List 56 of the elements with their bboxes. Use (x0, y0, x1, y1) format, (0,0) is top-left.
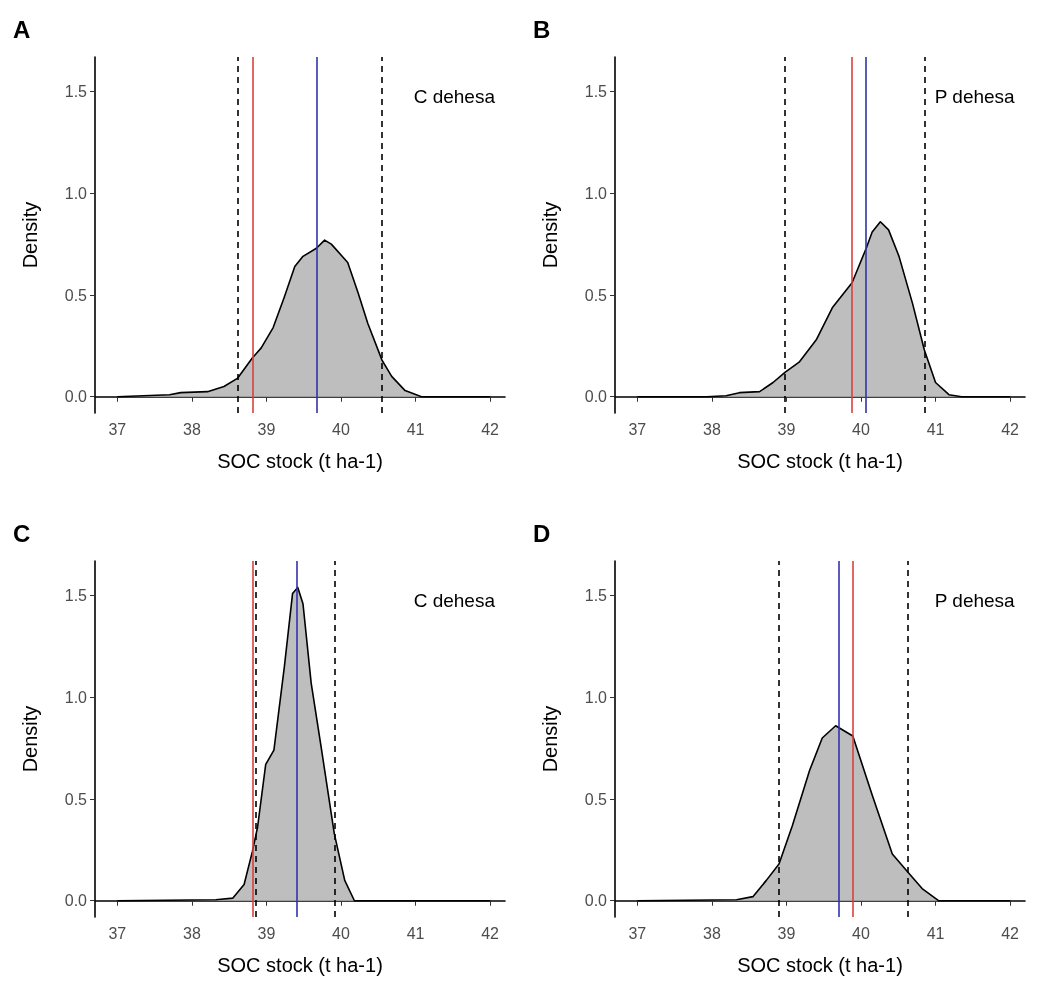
x-tick-label: 40 (332, 420, 350, 438)
x-tick-label: 41 (406, 924, 425, 942)
x-tick-label: 42 (1001, 420, 1020, 438)
y-axis-title: Density (539, 201, 561, 269)
y-tick-label: 0.0 (584, 892, 608, 910)
x-tick-label: 41 (926, 420, 945, 438)
annotation: P dehesa (934, 86, 1016, 107)
chart-title: C (13, 519, 31, 547)
annotation: P dehesa (934, 590, 1016, 611)
y-axis-title: Density (539, 705, 561, 773)
x-tick-label: 40 (852, 420, 870, 438)
y-tick-label: 0.5 (64, 286, 88, 304)
y-tick-label: 1.5 (584, 587, 608, 605)
chart-title: D (533, 519, 551, 547)
y-axis-title: Density (19, 201, 41, 269)
y-tick-label: 1.5 (64, 587, 88, 605)
annotation: C dehesa (413, 590, 496, 611)
y-tick-label: 1.0 (64, 688, 88, 706)
chart-title: A (13, 15, 31, 43)
x-tick-label: 39 (257, 420, 276, 438)
x-tick-label: 42 (481, 924, 500, 942)
x-tick-label: 40 (332, 924, 350, 942)
y-tick-label: 0.5 (584, 790, 608, 808)
x-axis-title: SOC stock (t ha-1) (737, 954, 903, 976)
x-tick-label: 38 (183, 420, 201, 438)
y-tick-label: 0.0 (584, 388, 608, 406)
x-tick-label: 38 (703, 420, 721, 438)
y-tick-label: 1.5 (584, 83, 608, 101)
y-tick-label: 1.0 (584, 184, 608, 202)
x-tick-label: 37 (628, 420, 647, 438)
x-axis-title: SOC stock (t ha-1) (737, 450, 903, 472)
y-axis-title: Density (19, 705, 41, 773)
y-tick-label: 0.5 (584, 286, 608, 304)
y-tick-label: 1.0 (64, 184, 88, 202)
y-tick-label: 0.0 (64, 388, 88, 406)
x-axis-title: SOC stock (t ha-1) (217, 954, 383, 976)
y-tick-label: 1.0 (584, 688, 608, 706)
x-tick-label: 37 (108, 924, 127, 942)
x-tick-label: 37 (628, 924, 647, 942)
y-tick-label: 0.0 (64, 892, 88, 910)
x-tick-label: 41 (926, 924, 945, 942)
x-tick-label: 39 (777, 924, 796, 942)
x-tick-label: 39 (777, 420, 796, 438)
x-tick-label: 38 (183, 924, 201, 942)
y-tick-label: 1.5 (64, 83, 88, 101)
x-tick-label: 39 (257, 924, 276, 942)
x-tick-label: 42 (481, 420, 500, 438)
x-tick-label: 37 (108, 420, 127, 438)
x-tick-label: 42 (1001, 924, 1020, 942)
x-axis-title: SOC stock (t ha-1) (217, 450, 383, 472)
y-tick-label: 0.5 (64, 790, 88, 808)
x-tick-label: 38 (703, 924, 721, 942)
x-tick-label: 40 (852, 924, 870, 942)
annotation: C dehesa (413, 86, 496, 107)
x-tick-label: 41 (406, 420, 425, 438)
chart-title: B (533, 15, 551, 43)
